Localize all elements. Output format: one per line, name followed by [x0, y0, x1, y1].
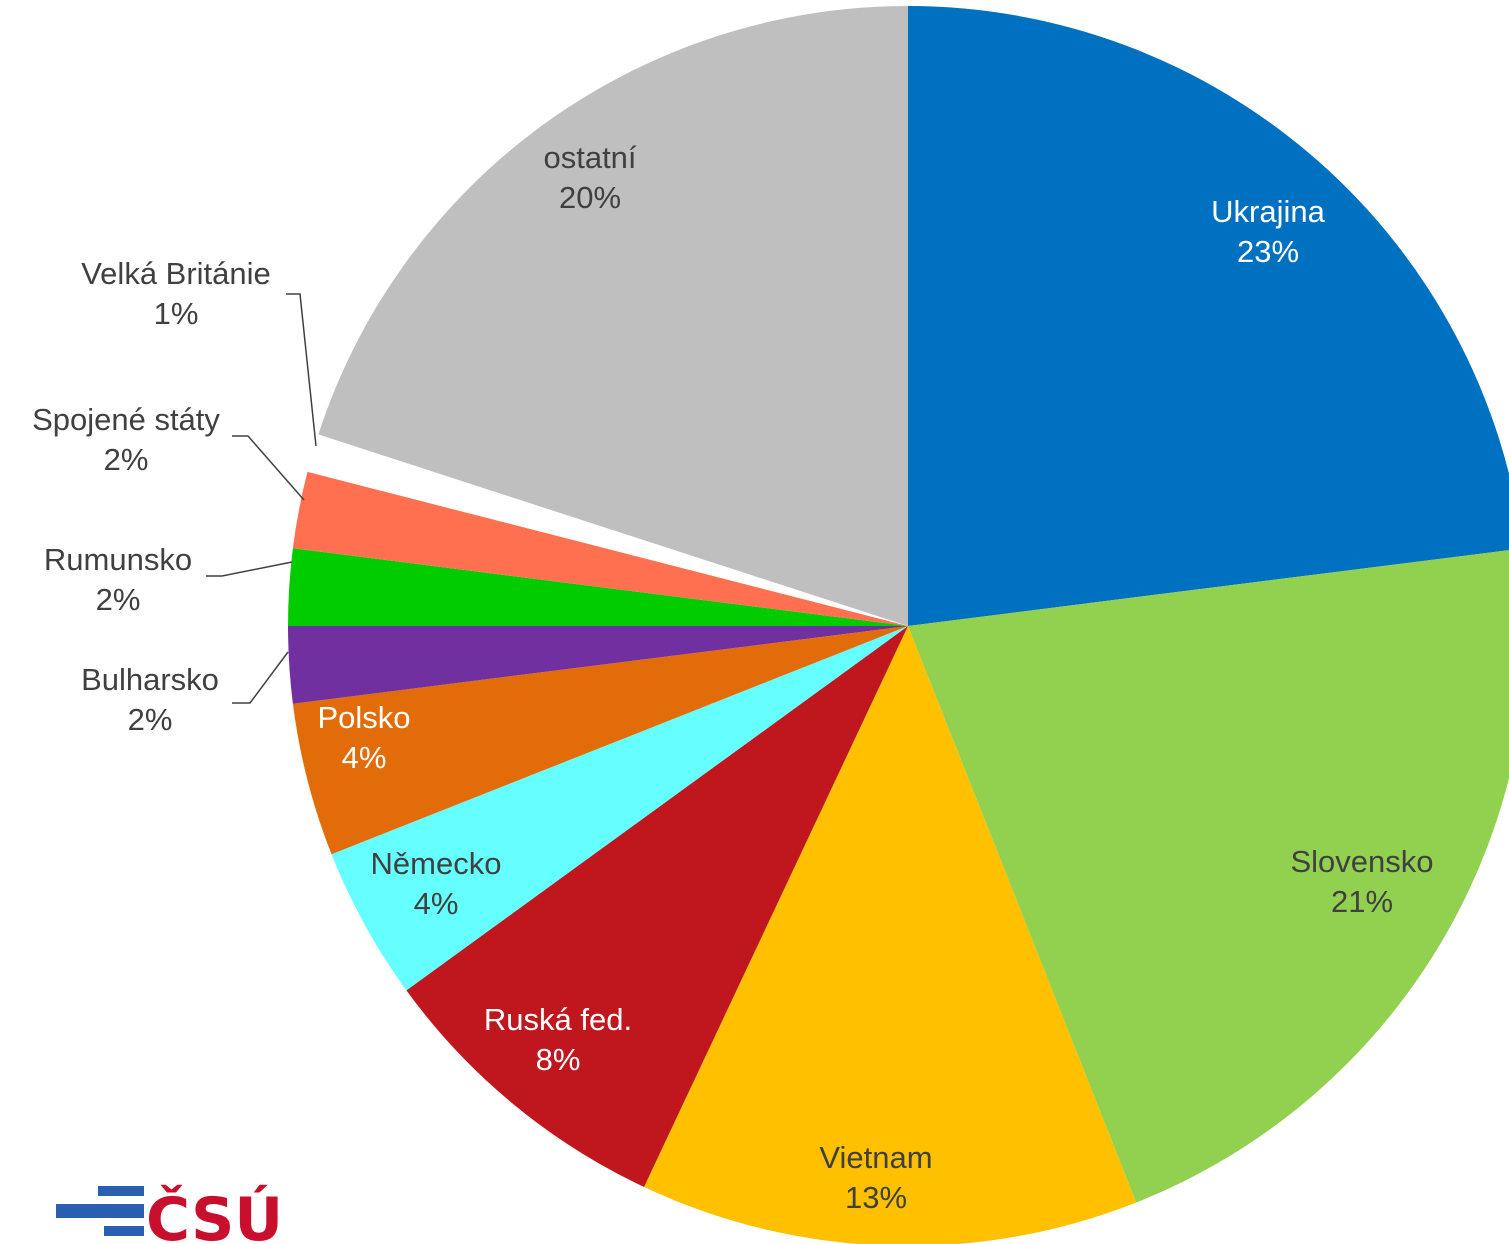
slice-category-label: Spojené státy — [32, 402, 220, 437]
pie-slice-rumunsko — [288, 548, 908, 626]
slice-category-label: Velká Británie — [81, 256, 271, 291]
slice-value-label: 4% — [414, 886, 459, 921]
pie-slice-velká-británie — [307, 434, 909, 626]
pie-slice-vietnam — [644, 626, 1137, 1244]
pie-slice-ukrajina — [908, 6, 1509, 626]
slice-value-label: 13% — [845, 1180, 907, 1215]
pie-slice-německo — [331, 626, 908, 991]
slice-value-label: 20% — [559, 180, 621, 215]
slice-category-label: Rumunsko — [44, 542, 192, 577]
pie-slice-ruská-fed- — [406, 626, 908, 1187]
slice-value-label: 23% — [1237, 234, 1299, 269]
slice-value-label: 4% — [342, 740, 387, 775]
pie-slice-bulharsko — [288, 626, 908, 704]
slice-value-label: 8% — [536, 1042, 581, 1077]
logo-stripe — [98, 1186, 144, 1196]
pie-slice-slovensko — [908, 550, 1509, 1203]
logo-stripe — [56, 1204, 144, 1218]
slice-category-label: Bulharsko — [81, 662, 219, 697]
slice-category-label: Slovensko — [1290, 844, 1433, 879]
slice-value-label: 2% — [96, 582, 141, 617]
slice-category-label: Vietnam — [819, 1140, 932, 1175]
logo-stripe — [104, 1226, 144, 1236]
leader-lines — [206, 293, 317, 704]
slice-category-label: ostatní — [543, 140, 636, 175]
pie-slices — [288, 6, 1509, 1244]
slice-category-label: Ukrajina — [1211, 194, 1325, 229]
leader-line — [232, 651, 289, 704]
slice-category-label: Polsko — [317, 700, 410, 735]
slice-value-label: 21% — [1331, 884, 1393, 919]
pie-slice-spojené-státy — [292, 471, 908, 626]
slice-category-label: Ruská fed. — [484, 1002, 632, 1037]
logo-text: ČSÚ — [146, 1184, 283, 1244]
leader-line — [286, 293, 317, 447]
slice-value-label: 2% — [128, 702, 173, 737]
pie-slice-ostatní — [318, 6, 909, 626]
pie-slice-polsko — [292, 626, 908, 855]
slice-value-label: 2% — [104, 442, 149, 477]
leader-line — [232, 435, 305, 501]
slice-labels: Ukrajina 23% Slovensko 21% Vietnam 13% Ruská f… — [32, 140, 1433, 1215]
csu-logo: ČSÚ — [56, 1184, 283, 1244]
slice-category-label: Německo — [371, 846, 502, 881]
slice-value-label: 1% — [154, 296, 199, 331]
leader-line — [206, 561, 293, 577]
